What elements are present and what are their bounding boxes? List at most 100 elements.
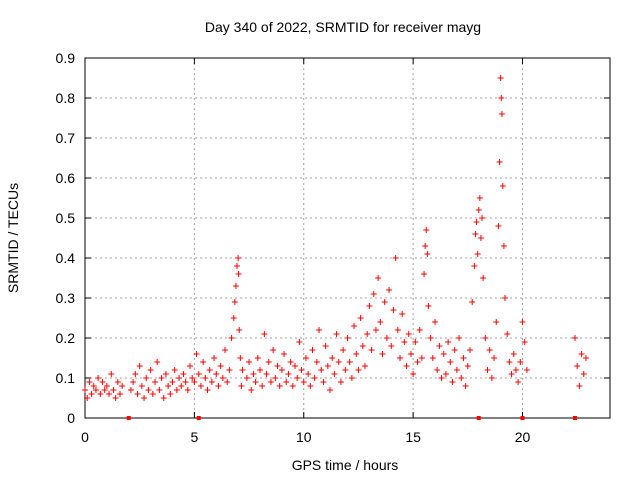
data-point xyxy=(238,383,245,389)
data-point xyxy=(162,371,169,377)
data-point xyxy=(246,359,253,365)
data-point xyxy=(510,351,517,357)
data-point xyxy=(477,235,484,241)
data-point xyxy=(416,327,423,333)
data-point xyxy=(414,359,421,365)
data-points xyxy=(82,75,589,401)
data-point xyxy=(134,391,141,397)
data-point xyxy=(491,355,498,361)
x-tick-label: 15 xyxy=(405,429,421,445)
data-point xyxy=(261,331,268,337)
data-point xyxy=(364,331,371,337)
data-point xyxy=(488,375,495,381)
data-point xyxy=(482,335,489,341)
data-point xyxy=(305,371,312,377)
data-point xyxy=(211,355,218,361)
data-point xyxy=(106,391,113,397)
data-point xyxy=(493,319,500,325)
data-point xyxy=(103,383,110,389)
data-point xyxy=(432,319,438,325)
data-point xyxy=(152,379,158,385)
data-point xyxy=(390,307,397,313)
data-point xyxy=(502,295,508,301)
data-point xyxy=(307,383,314,389)
data-point xyxy=(239,367,246,373)
axis-ticks: 0 0.1 0.2 0.3 0.4 0.5 0.6 0.7 0.8 0.9 0 5 10 15 20 xyxy=(56,50,610,445)
data-point xyxy=(250,371,257,377)
data-point xyxy=(165,383,172,389)
data-point xyxy=(127,387,134,393)
data-point xyxy=(517,359,524,365)
data-point xyxy=(84,395,91,401)
data-point xyxy=(158,375,165,381)
data-point xyxy=(427,335,434,341)
y-tick-label: 0.2 xyxy=(56,330,76,346)
data-point xyxy=(498,95,505,101)
data-point xyxy=(324,363,331,369)
data-point xyxy=(386,287,393,293)
data-point xyxy=(469,299,476,305)
data-point xyxy=(99,379,106,385)
data-point xyxy=(180,371,187,377)
data-point xyxy=(337,379,344,385)
data-point xyxy=(397,355,403,361)
data-point xyxy=(479,215,486,221)
data-point xyxy=(480,275,487,281)
data-point xyxy=(351,323,358,329)
data-point xyxy=(252,379,259,385)
data-point xyxy=(366,303,373,309)
data-point xyxy=(521,339,528,345)
data-point xyxy=(451,347,458,353)
x-tick-label: 20 xyxy=(515,429,531,445)
data-point xyxy=(311,375,318,381)
data-point xyxy=(182,379,189,385)
data-point xyxy=(331,371,338,377)
data-point xyxy=(392,255,399,261)
data-point xyxy=(263,371,270,377)
y-tick-label: 0.1 xyxy=(56,370,76,386)
data-point xyxy=(235,271,242,277)
data-point xyxy=(372,327,379,333)
data-point xyxy=(320,379,327,385)
data-point xyxy=(442,371,449,377)
data-point xyxy=(523,367,530,373)
data-point xyxy=(474,251,481,257)
data-point xyxy=(342,367,349,373)
data-point xyxy=(248,387,255,393)
data-point xyxy=(224,379,231,385)
data-point xyxy=(440,351,447,357)
data-point xyxy=(381,299,388,305)
data-point xyxy=(130,379,137,385)
data-point xyxy=(226,367,233,373)
data-point xyxy=(359,343,366,349)
data-point xyxy=(206,367,213,373)
data-point xyxy=(219,375,226,381)
data-point xyxy=(231,299,238,305)
data-point xyxy=(145,387,152,393)
data-point xyxy=(235,255,242,261)
data-point xyxy=(141,395,148,401)
data-point xyxy=(90,383,97,389)
data-point xyxy=(294,375,301,381)
data-point xyxy=(187,363,193,369)
gap-marker xyxy=(126,416,131,420)
data-point xyxy=(318,367,325,373)
data-point xyxy=(394,327,401,333)
data-point xyxy=(178,383,185,389)
data-point xyxy=(274,363,281,369)
data-point xyxy=(276,383,283,389)
data-point xyxy=(379,351,386,357)
y-tick-label: 0 xyxy=(67,410,75,426)
data-point xyxy=(471,263,478,269)
data-point xyxy=(429,355,436,361)
data-point xyxy=(438,375,445,381)
data-point xyxy=(95,375,102,381)
data-point xyxy=(476,195,483,201)
data-point xyxy=(436,343,443,349)
data-point xyxy=(117,391,123,397)
data-point xyxy=(86,379,93,385)
data-point xyxy=(399,311,406,317)
data-point xyxy=(582,355,589,361)
data-point xyxy=(136,363,143,369)
data-point xyxy=(114,379,121,385)
